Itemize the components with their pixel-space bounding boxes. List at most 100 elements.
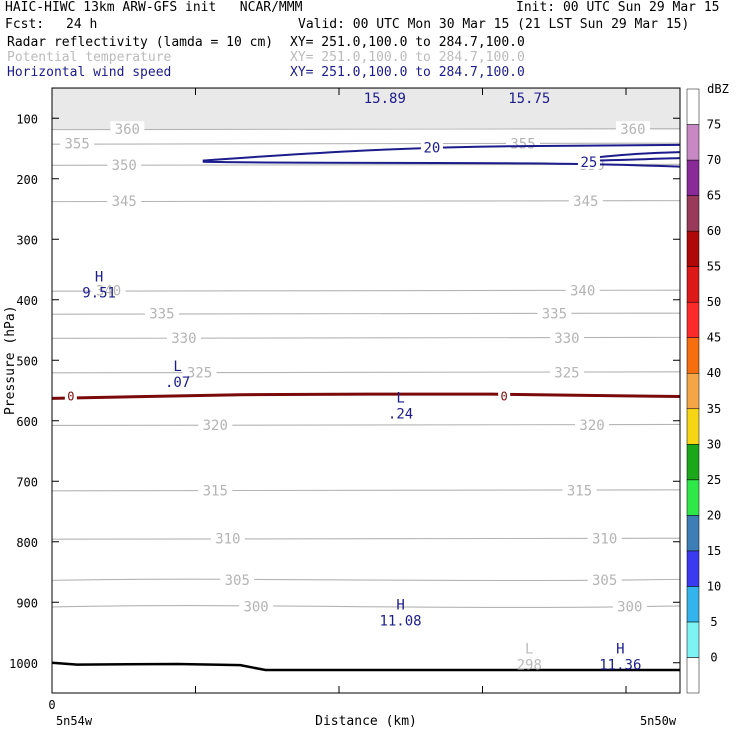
colorbar-tick-label: 65 [707,189,721,203]
isentrope-label-355: 355 [510,137,535,153]
isentrope-label-320: 320 [203,418,228,434]
y-tick-label: 1000 [9,657,38,671]
wind-contour-20-lower [202,160,681,168]
isentrope-310 [51,537,681,540]
isentrope-label-305: 305 [592,573,617,589]
isentrope-label-bg [587,571,622,587]
isentrope-label-bg [565,282,600,298]
colorbar-cell [686,159,700,196]
field-theta-xy: XY= 251.0,100.0 to 284.7,100.0 [290,50,525,65]
colorbar-cell [686,657,700,694]
colorbar-tick-label: 40 [707,366,721,380]
isentrope-label-bg [575,416,610,432]
isentrope-label-bg [587,530,622,546]
field-theta: Potential temperature [7,50,172,65]
top-value-label: 15.89 [364,91,406,107]
isentrope-label-350: 350 [112,158,137,174]
colorbar-cell [686,444,700,481]
colorbar-cell [686,408,700,445]
y-axis-label: Pressure (hPa) [3,305,18,415]
wind-label-25: 25 [581,155,598,171]
marker-L: L [525,642,533,658]
isentrope-label-bg [562,482,597,498]
colorbar-cell [686,230,700,267]
x-end-label-right: 5n50w [640,714,677,728]
isentrope-label-bg [239,598,274,614]
y-tick-label: 400 [16,294,38,308]
isentrope-label-bg [549,364,584,380]
isentrope-label-345: 345 [112,194,137,210]
isentrope-label-325: 325 [187,365,212,381]
x-end-label-left: 5n54w [56,714,93,728]
y-tick-label: 100 [16,112,38,126]
isentrope-label-305: 305 [225,573,250,589]
isentrope-label-bg [210,530,245,546]
field-wind: Horizontal wind speed [7,65,172,80]
colorbar-tick-label: 25 [707,473,721,487]
wind-contour-20 [202,143,681,162]
isentrope-label-360: 360 [115,122,140,138]
colorbar-cell [686,515,700,552]
isentrope-label-bg [110,121,145,137]
marker-H: H [396,598,404,614]
terrain-path [51,661,680,672]
wind-label-20: 20 [424,140,441,156]
isentrope-325 [51,371,681,374]
isentrope-label-355: 355 [64,137,89,153]
colorbar-tick-label: 70 [707,153,721,167]
isentrope-300 [51,605,681,608]
colorbar-tick-label: 10 [707,579,721,593]
init-time: Init: 00 UTC Sun 29 Mar 15 [516,0,720,15]
colorbar-tick-label: 15 [707,544,721,558]
colorbar-tick-label: 60 [707,224,721,238]
y-tick-label: 500 [16,354,38,368]
wind-contours: 20 25 15.89 15.75 [202,91,681,171]
colorbar-cell [686,479,700,516]
colorbar-tick-label: 75 [707,118,721,132]
isentrope-label-330: 330 [171,331,196,347]
marker-L: L [173,359,181,375]
isentrope-label-bg [182,364,217,380]
forecast-label: Fcst: [5,17,45,32]
colorbar-tick-label: 45 [707,331,721,345]
isentrope-355 [51,142,681,145]
marker-H: H [95,270,103,286]
colorbar-cell [686,550,700,587]
y-tick-label: 700 [16,475,38,489]
marker-value: 11.36 [599,658,641,674]
isentrope-label-bg [612,598,647,614]
plot-frame [51,87,681,694]
wind-label-bg [577,153,600,169]
field-wind-xy: XY= 251.0,100.0 to 284.7,100.0 [290,65,525,80]
isentrope-label-325: 325 [554,365,579,381]
isentrope-label-bg [537,305,572,321]
colorbar-tick-label: 30 [707,437,721,451]
isentrope-label-315: 315 [567,483,592,499]
colorbar-cell [686,195,700,232]
y-tick-label: 600 [16,415,38,429]
y-tick-label: 900 [16,596,38,610]
reflectivity-label-0: 0 [501,390,508,404]
isentrope-label-bg [615,121,650,137]
colorbar-cell [686,301,700,338]
isentrope-label-310: 310 [215,532,240,548]
colorbar-tick-label: 20 [707,508,721,522]
isentrope-335 [51,312,681,315]
reflectivity-label-0: 0 [67,390,74,404]
isentrope-label-335: 335 [149,307,174,323]
colorbar-cell [686,621,700,658]
isentrope-label-320: 320 [579,418,604,434]
isentrope-label-bg [91,282,126,298]
colorbar-cell [686,372,700,410]
marker-value: 9.51 [82,286,116,302]
isentrope-label-bg [568,193,603,209]
isentrope-label-bg [60,135,95,151]
isentrope-label-bg [107,156,142,172]
isentrope-label-315: 315 [203,483,228,499]
colorbar-cell [686,266,700,303]
y-tick-label: 200 [16,173,38,187]
model-title: HAIC-HIWC 13km ARW-GFS init NCAR/MMM [5,0,303,15]
isentrope-330 [51,336,681,339]
isentrope-label-bg [549,329,584,345]
